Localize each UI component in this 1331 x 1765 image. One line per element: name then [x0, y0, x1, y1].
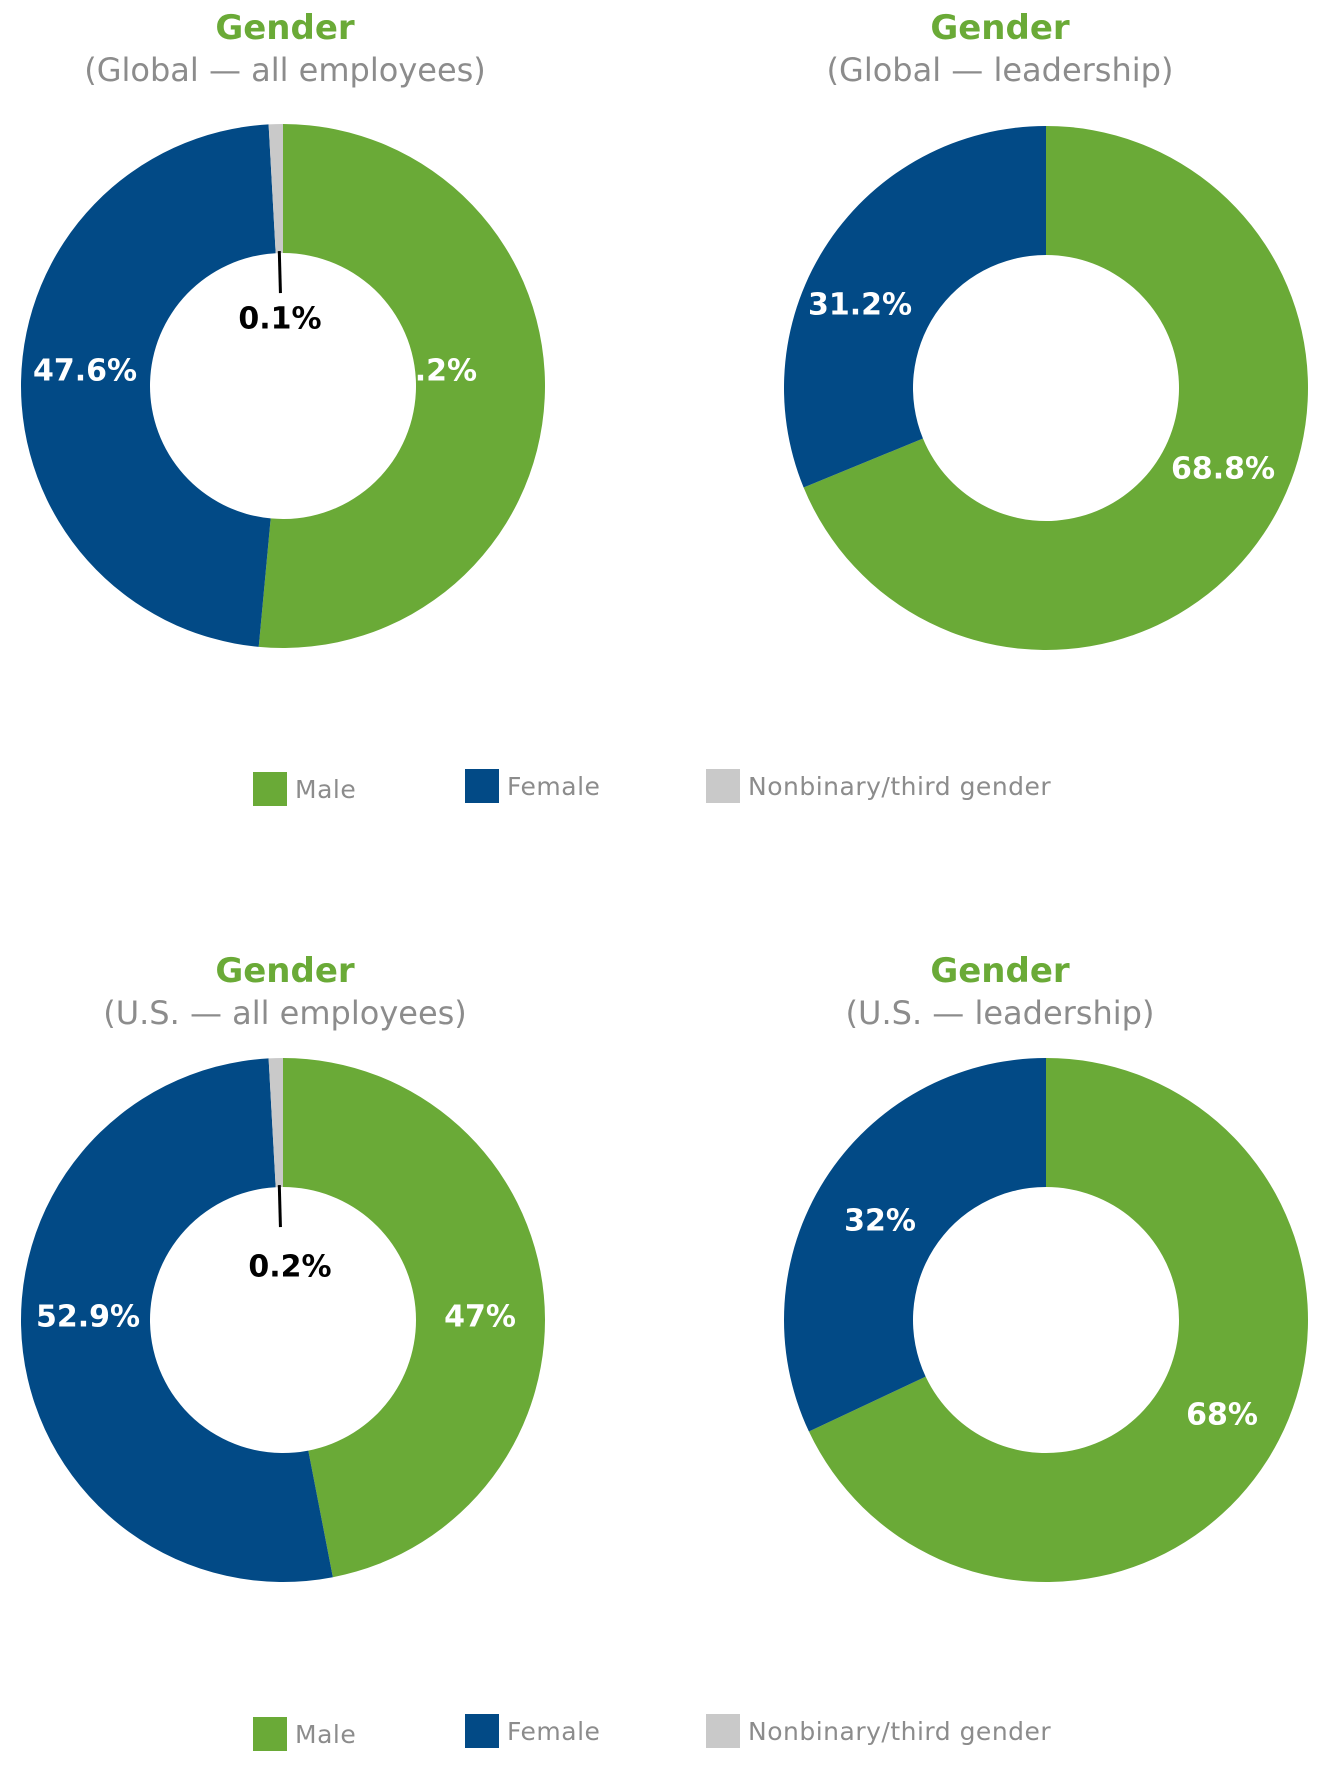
chart-us-leadership: Gender (U.S. — leadership) 68% 32%: [740, 943, 1331, 1663]
slice-nonbinary-third-gender: [268, 124, 283, 254]
legend: Male Female Nonbinary/third gender: [0, 766, 1331, 806]
data-label: 47%: [444, 1300, 516, 1335]
legend-label: Male: [295, 774, 357, 804]
slice-male: [808, 1058, 1308, 1582]
swatch-female: [465, 769, 499, 803]
legend-item-male: Male: [253, 769, 356, 809]
data-label: 0.2%: [248, 1250, 331, 1285]
data-label: 31.2%: [808, 288, 912, 323]
data-label: 32%: [844, 1204, 916, 1239]
data-label: 0.1%: [238, 302, 321, 337]
swatch-male: [253, 772, 287, 806]
chart-title: Gender: [930, 951, 1070, 991]
legend-label: Nonbinary/third gender: [748, 771, 1052, 801]
legend-item-female: Female: [465, 1711, 600, 1751]
slice-female: [784, 126, 1046, 488]
legend-label: Male: [295, 1719, 357, 1749]
leader-line: [277, 1185, 282, 1228]
donut-chart: 52.2% 47.6% 0.1%: [20, 124, 545, 648]
chart-subtitle: (U.S. — all employees): [103, 994, 467, 1032]
chart-subtitle: (Global — all employees): [84, 51, 486, 89]
legend: Male Female Nonbinary/third gender: [0, 1711, 1331, 1751]
swatch-male: [253, 1717, 287, 1751]
data-label: 52.9%: [36, 1300, 140, 1335]
legend-label: Nonbinary/third gender: [748, 1716, 1052, 1746]
chart-title: Gender: [215, 951, 355, 991]
data-label: 47.6%: [33, 354, 137, 389]
chart-title: Gender: [215, 8, 355, 48]
slice-female: [20, 124, 276, 647]
data-label: 68.8%: [1171, 452, 1275, 487]
slice-male: [258, 124, 545, 648]
chart-title: Gender: [930, 8, 1070, 48]
swatch-nonbinary: [706, 1714, 740, 1748]
swatch-female: [465, 1714, 499, 1748]
slice-nonbinary-third-gender: [268, 1058, 283, 1188]
legend-item-male: Male: [253, 1714, 356, 1754]
donut-chart: 68.8% 31.2%: [784, 126, 1308, 650]
slice-male: [803, 126, 1308, 650]
data-label: 52.2%: [373, 354, 477, 389]
chart-global-all-employees: Gender (Global — all employees) 52.2% 47.…: [0, 0, 600, 720]
legend-item-female: Female: [465, 766, 600, 806]
swatch-nonbinary: [706, 769, 740, 803]
leader-line: [277, 251, 282, 294]
legend-item-nonbinary: Nonbinary/third gender: [706, 1711, 1051, 1751]
donut-chart: 68% 32%: [784, 1058, 1308, 1582]
legend-label: Female: [507, 1716, 601, 1746]
chart-subtitle: (U.S. — leadership): [845, 994, 1155, 1032]
slice-male: [283, 1058, 546, 1578]
legend-label: Female: [507, 771, 601, 801]
data-label: 68%: [1186, 1398, 1258, 1433]
chart-us-all-employees: Gender (U.S. — all employees) 47% 52.9% 0.…: [0, 943, 600, 1663]
chart-global-leadership: Gender (Global — leadership) 68.8% 31.2%: [740, 0, 1331, 720]
legend-item-nonbinary: Nonbinary/third gender: [706, 766, 1051, 806]
chart-subtitle: (Global — leadership): [826, 51, 1174, 89]
slice-female: [784, 1058, 1046, 1432]
slice-female: [20, 1058, 333, 1582]
donut-chart: 47% 52.9% 0.2%: [20, 1058, 546, 1582]
